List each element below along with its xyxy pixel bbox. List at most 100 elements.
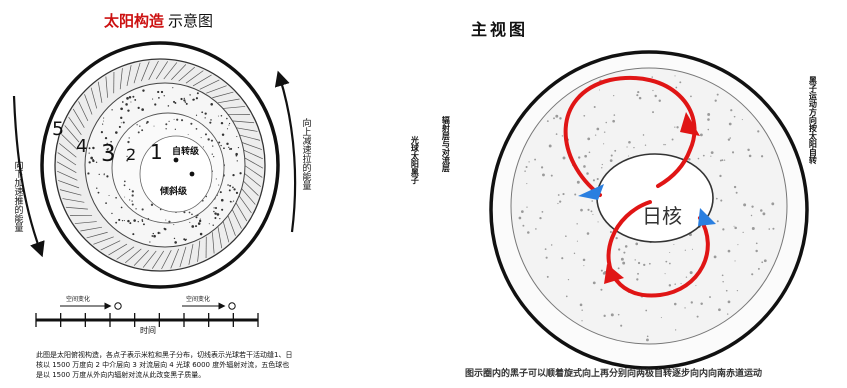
texture-dot	[88, 161, 91, 164]
texture-dot	[102, 123, 104, 125]
hatch-line	[243, 164, 263, 178]
hatch-line	[242, 180, 259, 196]
texture-dot	[168, 120, 170, 122]
texture-dot	[212, 145, 214, 147]
texture-dot	[183, 99, 186, 102]
left-arrow-text: 向下加速推的能量	[12, 160, 23, 232]
texture-dot	[221, 133, 225, 136]
texture-dot	[228, 146, 230, 149]
texture-dot	[197, 222, 201, 225]
texture-dot	[239, 172, 242, 175]
texture-dot	[219, 191, 222, 194]
texture-dot	[235, 152, 238, 156]
texture-dot	[220, 144, 222, 147]
texture-dot	[176, 118, 179, 121]
layer-number-4: 4	[76, 136, 88, 157]
texture-dot	[214, 217, 217, 220]
hatch-line	[133, 62, 141, 84]
hatch-line	[124, 248, 142, 264]
texture-dot	[226, 142, 229, 146]
texture-dot	[174, 102, 177, 104]
timeline-label: 时间	[140, 326, 156, 335]
hatch-line	[212, 91, 234, 99]
texture-dot	[132, 95, 135, 98]
texture-dot	[128, 137, 130, 139]
hatch-line	[231, 208, 242, 229]
texture-dot	[135, 208, 137, 210]
timeline-marker-2	[228, 302, 236, 310]
texture-dot	[151, 98, 154, 100]
hatch-line	[206, 85, 227, 94]
texture-dot	[172, 100, 176, 103]
texture-dot	[123, 220, 125, 222]
texture-dot	[127, 140, 130, 144]
texture-dot	[187, 133, 189, 135]
texture-dot	[123, 180, 126, 183]
texture-dot	[165, 128, 167, 130]
texture-dot	[150, 203, 154, 206]
texture-dot	[173, 224, 175, 226]
texture-dot	[141, 108, 144, 111]
texture-dot	[226, 117, 228, 120]
texture-dot	[110, 140, 112, 143]
texture-dot	[165, 123, 168, 126]
hatch-line	[178, 66, 196, 82]
texture-dot	[228, 124, 230, 126]
texture-dot	[214, 206, 218, 210]
texture-dot	[236, 160, 238, 162]
texture-dot	[195, 128, 198, 130]
core-dot-2	[189, 171, 195, 177]
texture-dot	[134, 99, 137, 101]
texture-dot	[108, 195, 110, 197]
texture-dot	[131, 190, 134, 193]
timeline-marker-1	[114, 302, 122, 310]
texture-dot	[92, 146, 95, 150]
texture-dot	[157, 231, 160, 235]
texture-dot	[188, 211, 191, 214]
texture-dot	[210, 102, 214, 106]
hatch-line	[78, 101, 89, 122]
hatch-line	[192, 74, 212, 87]
texture-dot	[163, 95, 165, 97]
texture-dot	[126, 159, 129, 162]
timeline-tag-2: 空间变化	[186, 296, 211, 303]
texture-dot	[195, 114, 198, 116]
texture-dot	[230, 147, 233, 150]
hatch-line	[151, 250, 165, 269]
texture-dot	[199, 218, 201, 220]
texture-dot	[205, 195, 208, 198]
texture-dot	[151, 235, 154, 237]
core-label: 自转级	[172, 147, 200, 157]
texture-dot	[228, 189, 231, 192]
texture-dot	[118, 125, 121, 128]
hatch-line	[58, 180, 80, 189]
texture-dot	[141, 219, 144, 221]
texture-dot	[199, 232, 203, 236]
hatch-line	[74, 221, 97, 224]
texture-dot	[142, 223, 145, 226]
texture-dot	[123, 184, 126, 187]
texture-dot	[103, 120, 105, 122]
texture-dot	[120, 107, 123, 111]
texture-dot	[216, 213, 220, 216]
left-down-arrow	[12, 95, 45, 258]
hatch-line	[238, 195, 252, 214]
texture-dot	[232, 186, 234, 189]
texture-dot	[95, 161, 98, 163]
texture-dot	[121, 219, 124, 222]
hatch-line	[243, 172, 261, 187]
hatch-line	[155, 61, 169, 80]
texture-dot	[227, 184, 229, 186]
texture-dot	[228, 122, 231, 125]
texture-dot	[165, 219, 167, 221]
texture-dot	[201, 111, 204, 114]
texture-dot	[210, 119, 212, 121]
texture-dot	[92, 159, 95, 161]
layer-number-1: 1	[150, 140, 163, 164]
texture-dot	[236, 136, 238, 138]
core-ellipse	[139, 135, 213, 213]
texture-dot	[168, 220, 171, 223]
layer-number-3: 3	[101, 141, 116, 167]
texture-dot	[127, 219, 130, 223]
texture-dot	[212, 224, 214, 226]
